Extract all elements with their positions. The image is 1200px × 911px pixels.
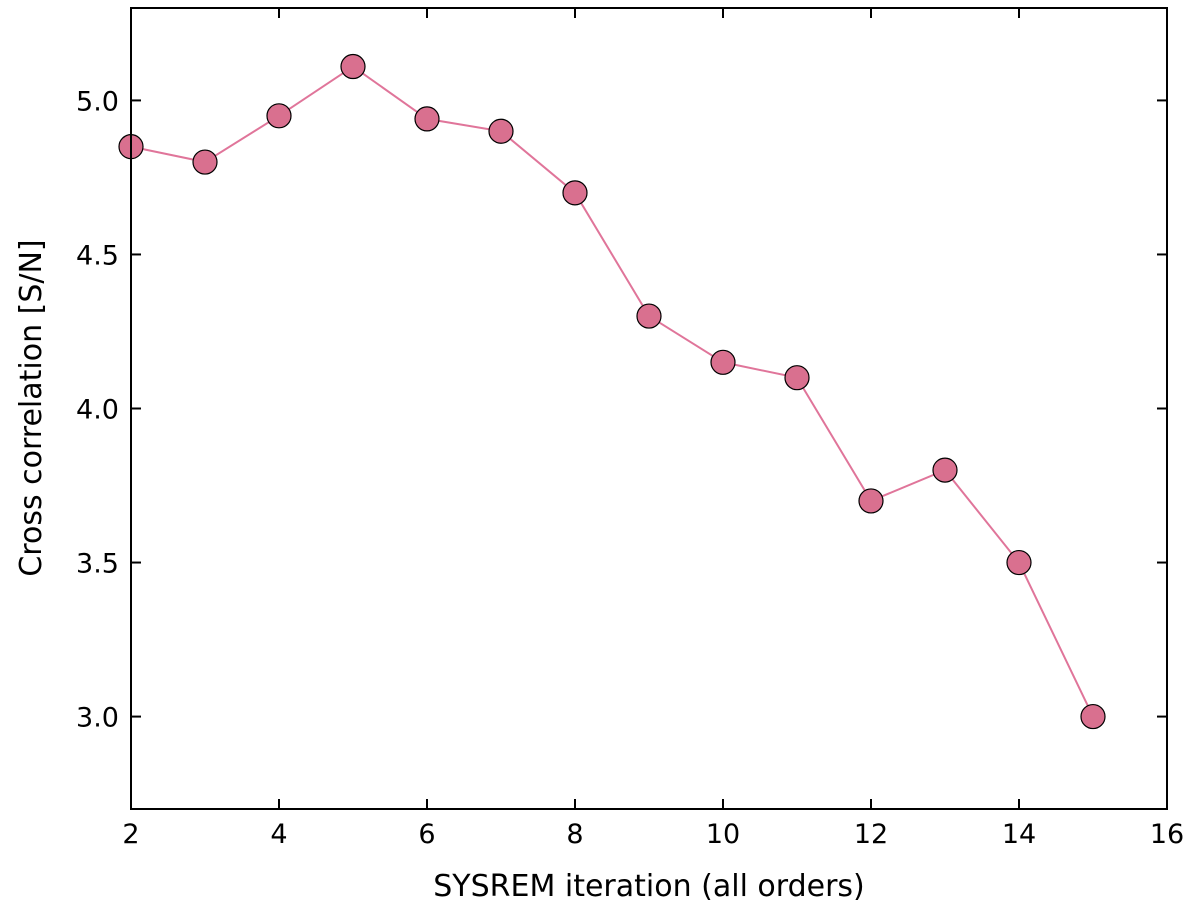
data-point xyxy=(414,106,440,132)
y-axis-label: Cross correlation [S/N] xyxy=(14,239,49,576)
data-point xyxy=(710,349,736,375)
data-point xyxy=(266,103,292,129)
y-tick-label: 5.0 xyxy=(76,86,119,117)
x-tick-label: 16 xyxy=(1150,819,1184,850)
x-tick-label: 2 xyxy=(122,819,139,850)
x-tick-label: 10 xyxy=(706,819,740,850)
data-point xyxy=(488,118,514,144)
series-line xyxy=(130,65,1094,718)
plot-frame xyxy=(130,7,1168,810)
x-tick-label: 12 xyxy=(854,819,888,850)
x-tick-label: 14 xyxy=(1002,819,1036,850)
ticks-layer: 2 4 6 8 10 12 14 16 3.0 3.5 4.0 4.5 5.0 xyxy=(76,8,1184,850)
y-tick-label: 3.0 xyxy=(76,703,119,734)
data-point xyxy=(636,303,662,329)
series-layer xyxy=(118,53,1106,730)
x-tick-label: 8 xyxy=(566,819,583,850)
data-point xyxy=(1080,703,1106,730)
data-point xyxy=(340,53,366,80)
data-point xyxy=(192,149,218,175)
data-point xyxy=(932,457,958,483)
x-tick-label: 6 xyxy=(418,819,435,850)
x-tick-label: 4 xyxy=(270,819,287,850)
y-tick-label: 3.5 xyxy=(76,549,119,580)
data-point xyxy=(858,488,884,514)
data-point xyxy=(562,180,588,206)
data-point xyxy=(784,365,810,391)
data-point xyxy=(1006,549,1032,576)
x-axis-label: SYSREM iteration (all orders) xyxy=(433,869,865,904)
y-tick-label: 4.0 xyxy=(76,395,119,426)
y-tick-label: 4.5 xyxy=(76,240,119,271)
